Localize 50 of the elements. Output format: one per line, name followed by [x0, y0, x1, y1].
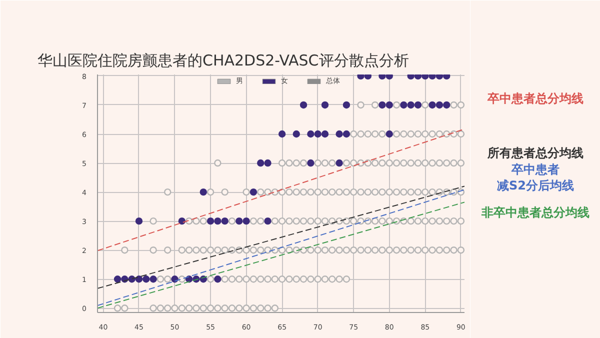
point — [342, 101, 350, 109]
point — [292, 130, 300, 138]
series-label: 非卒中患者总分均线 — [480, 205, 590, 220]
point — [114, 276, 122, 283]
point — [428, 101, 436, 109]
point — [407, 74, 414, 80]
point — [264, 217, 272, 225]
point — [221, 217, 228, 225]
point — [250, 188, 258, 196]
point — [443, 101, 450, 109]
point — [428, 74, 436, 80]
point — [214, 217, 222, 225]
point — [321, 130, 329, 138]
chart-title: 华山医院住院房颤患者的CHA2DS2-VASC评分散点分析 — [38, 52, 409, 70]
point — [178, 217, 186, 225]
point — [206, 217, 214, 225]
point — [307, 159, 314, 167]
point — [386, 101, 393, 109]
point — [407, 101, 414, 109]
point — [300, 101, 308, 109]
point — [142, 276, 150, 283]
point — [314, 130, 322, 138]
point — [400, 101, 408, 109]
point — [321, 101, 329, 109]
point — [443, 74, 450, 80]
point — [336, 159, 343, 167]
point — [342, 130, 350, 138]
point — [135, 276, 143, 283]
point — [414, 101, 422, 109]
point — [236, 217, 243, 225]
point — [135, 217, 143, 225]
point — [307, 130, 314, 138]
point — [257, 159, 264, 167]
point — [214, 276, 222, 283]
point — [378, 74, 386, 80]
point — [357, 74, 364, 80]
point — [278, 130, 286, 138]
point — [200, 188, 207, 196]
point — [378, 101, 386, 109]
point — [386, 74, 393, 80]
text: 卒中患者减S2分后均线 — [497, 162, 574, 193]
point — [336, 130, 343, 138]
point — [422, 74, 429, 80]
point — [242, 217, 250, 225]
text: 所有患者总分均线 — [486, 146, 584, 160]
point — [436, 101, 444, 109]
point — [150, 276, 157, 283]
point — [386, 130, 393, 138]
text: 卒中患者总分均线 — [486, 92, 584, 106]
point — [264, 159, 272, 167]
